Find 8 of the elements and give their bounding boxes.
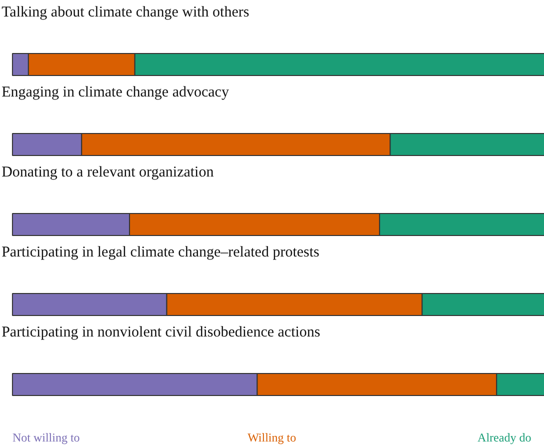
y-tick-label: Talking about climate change with others [2,4,250,20]
y-tick-label: Donating to a relevant organization [2,164,214,180]
text: Not willing to [12,430,80,444]
y-tick-label: Engaging in climate change advocacy [2,84,230,100]
y-tick-label: Participating in legal climate change–related protests [2,244,320,260]
y-tick-label: Participating in nonviolent civil disobedience actions [2,324,320,340]
text: Already do [478,430,532,444]
text: Willing to [248,430,296,444]
